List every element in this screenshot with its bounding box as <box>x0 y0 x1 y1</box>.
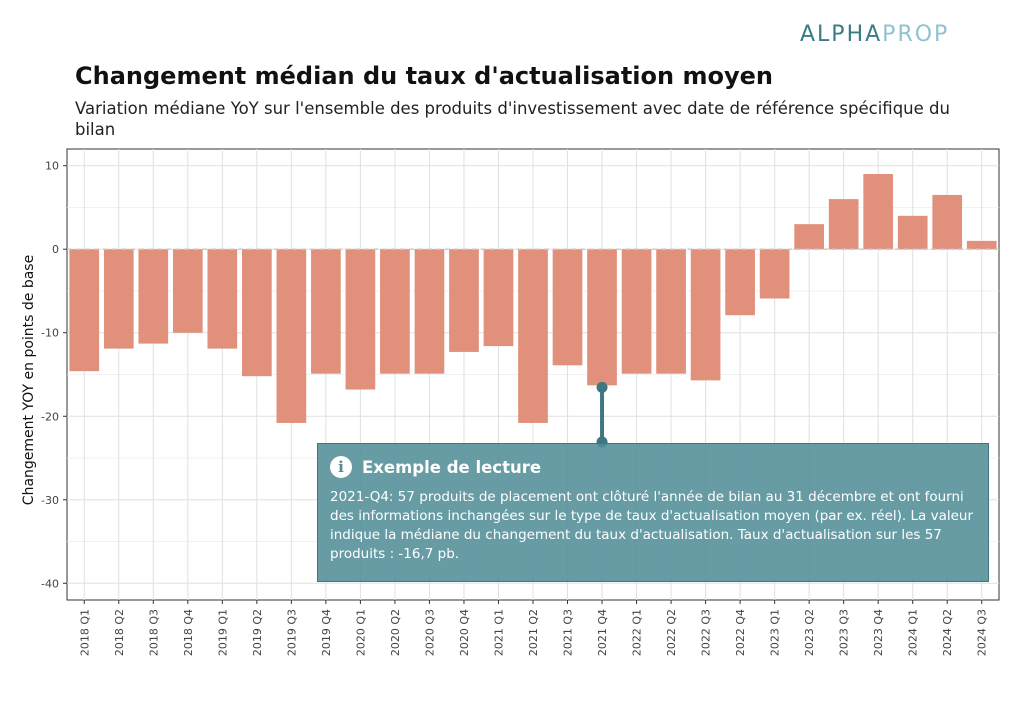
bar-2019-q1 <box>207 249 238 349</box>
y-tick-label: -20 <box>41 410 59 423</box>
bar-2020-q4 <box>449 249 479 352</box>
y-tick-label: 10 <box>45 160 59 173</box>
x-tick-label: 2021 Q4 <box>596 609 609 656</box>
x-tick-label: 2020 Q1 <box>354 609 367 656</box>
x-tick-label: 2022 Q1 <box>631 609 644 656</box>
bar-2024-q1 <box>897 215 928 250</box>
x-tick-label: 2018 Q1 <box>78 609 91 656</box>
y-axis-label: Changement YOY en points de base <box>21 255 37 505</box>
bar-2018-q3 <box>138 249 169 344</box>
x-tick-label: 2024 Q2 <box>941 609 954 656</box>
x-tick-label: 2020 Q4 <box>458 609 471 656</box>
x-axis-ticks: 2018 Q1 2018 Q2 2018 Q3 2018 Q4 2019 Q1 2019 … <box>78 600 989 656</box>
x-tick-label: 2018 Q4 <box>182 609 195 656</box>
x-tick-label: 2021 Q2 <box>527 609 540 656</box>
pointer-dot-top <box>596 381 608 393</box>
bar-2021-q1 <box>483 249 514 347</box>
bar-2022-q1 <box>621 249 652 374</box>
x-tick-label: 2022 Q4 <box>734 609 747 656</box>
x-tick-label: 2019 Q4 <box>320 609 333 656</box>
x-tick-label: 2022 Q2 <box>665 609 678 656</box>
bar-2024-q3 <box>966 240 997 250</box>
bar-2020-q2 <box>380 249 410 374</box>
bar-2020-q1 <box>345 249 376 390</box>
x-tick-label: 2024 Q3 <box>976 609 989 656</box>
bar-2018-q4 <box>172 249 203 333</box>
bar-2019-q3 <box>276 249 307 423</box>
bar-2023-q4 <box>863 174 894 250</box>
bar-2023-q2 <box>794 224 824 250</box>
logo-part-alpha: ALPHA <box>800 22 883 47</box>
y-tick-label: -40 <box>41 577 59 590</box>
x-tick-label: 2023 Q1 <box>769 609 782 656</box>
x-tick-label: 2020 Q3 <box>423 609 436 656</box>
bar-2019-q4 <box>311 249 341 374</box>
bar-2021-q3 <box>552 249 583 366</box>
bar-2023-q1 <box>759 249 790 299</box>
bar-2018-q2 <box>103 249 134 349</box>
bar-2022-q2 <box>656 249 686 374</box>
alphaprop-logo: ALPHAPROP <box>800 22 949 47</box>
callout-title: Exemple de lecture <box>362 457 542 477</box>
y-tick-label: -30 <box>41 494 59 507</box>
x-tick-label: 2018 Q2 <box>113 609 126 656</box>
bar-2020-q3 <box>414 249 445 374</box>
y-tick-label: -10 <box>41 327 59 340</box>
bar-2022-q3 <box>690 249 721 381</box>
x-tick-label: 2019 Q3 <box>285 609 298 656</box>
bar-2023-q3 <box>828 199 859 250</box>
x-tick-label: 2022 Q3 <box>700 609 713 656</box>
bar-2019-q2 <box>242 249 272 377</box>
logo-part-prop: PROP <box>882 22 950 47</box>
bar-2018-q1 <box>69 249 100 372</box>
x-tick-label: 2020 Q2 <box>389 609 402 656</box>
reading-example-callout: i Exemple de lecture 2021-Q4: 57 produit… <box>317 443 989 582</box>
x-tick-label: 2021 Q3 <box>562 609 575 656</box>
chart-title: Changement médian du taux d'actualisatio… <box>75 62 773 90</box>
y-axis-ticks: 10 0 -10 -20 -30 -40 <box>41 160 67 590</box>
chart-subtitle: Variation médiane YoY sur l'ensemble des… <box>75 99 950 139</box>
y-tick-label: 0 <box>52 243 59 256</box>
x-tick-label: 2019 Q1 <box>216 609 229 656</box>
bar-2024-q2 <box>932 194 963 250</box>
x-tick-label: 2019 Q2 <box>251 609 264 656</box>
bar-2022-q4 <box>725 249 755 316</box>
x-tick-label: 2023 Q4 <box>872 609 885 656</box>
x-tick-label: 2023 Q3 <box>838 609 851 656</box>
x-tick-label: 2024 Q1 <box>907 609 920 656</box>
x-tick-label: 2021 Q1 <box>492 609 505 656</box>
bar-2021-q4 <box>587 249 617 386</box>
x-tick-label: 2023 Q2 <box>803 609 816 656</box>
bars <box>69 174 997 423</box>
bar-2021-q2 <box>518 249 548 423</box>
callout-body: 2021-Q4: 57 produits de placement ont cl… <box>330 489 974 562</box>
info-icon: i <box>330 456 352 478</box>
x-tick-label: 2018 Q3 <box>147 609 160 656</box>
